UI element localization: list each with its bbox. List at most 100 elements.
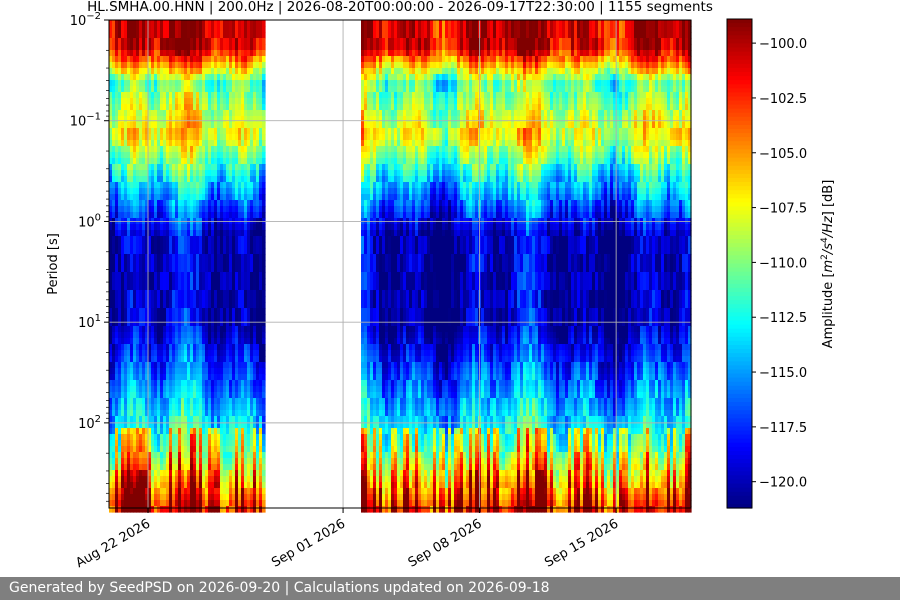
spectrogram-cell bbox=[112, 68, 116, 75]
spectrogram-cell bbox=[178, 380, 182, 387]
spectrogram-cell bbox=[184, 278, 188, 285]
spectrogram-cell bbox=[205, 182, 209, 189]
spectrogram-cell bbox=[145, 230, 149, 237]
spectrogram-cell bbox=[196, 236, 200, 243]
spectrogram-cell bbox=[115, 272, 119, 279]
spectrogram-cell bbox=[142, 38, 146, 45]
spectrogram-cell bbox=[115, 404, 119, 411]
spectrogram-cell bbox=[148, 344, 152, 351]
spectrogram-cell bbox=[112, 290, 116, 297]
spectrogram-cell bbox=[187, 260, 191, 267]
spectrogram-cell bbox=[223, 32, 227, 39]
spectrogram-cell bbox=[136, 44, 140, 51]
spectrogram-cell bbox=[124, 158, 128, 165]
spectrogram-cell bbox=[142, 50, 146, 57]
spectrogram-cell bbox=[184, 398, 188, 405]
spectrogram-cell bbox=[202, 32, 206, 39]
spectrogram-cell bbox=[196, 452, 200, 459]
spectrogram-cell bbox=[211, 272, 215, 279]
spectrogram-cell bbox=[214, 386, 218, 393]
spectrogram-cell bbox=[196, 116, 200, 123]
spectrogram-cell bbox=[184, 290, 188, 297]
spectrogram-cell bbox=[127, 452, 131, 459]
spectrogram-cell bbox=[178, 20, 182, 27]
spectrogram-cell bbox=[166, 506, 170, 513]
spectrogram-cell bbox=[151, 32, 155, 39]
spectrogram-cell bbox=[166, 194, 170, 201]
spectrogram-cell bbox=[187, 482, 191, 489]
spectrogram-cell bbox=[124, 422, 128, 429]
spectrogram-cell bbox=[112, 104, 116, 111]
spectrogram-cell bbox=[220, 158, 224, 165]
spectrogram-cell bbox=[196, 80, 200, 87]
spectrogram-cell bbox=[139, 428, 143, 435]
spectrogram-cell bbox=[172, 272, 176, 279]
spectrogram-cell bbox=[199, 134, 203, 141]
spectrogram-cell bbox=[151, 176, 155, 183]
spectrogram-cell bbox=[226, 500, 230, 507]
spectrogram-cell bbox=[217, 506, 221, 513]
spectrogram-cell bbox=[184, 266, 188, 273]
spectrogram-cell bbox=[130, 416, 134, 423]
spectrogram-cell bbox=[193, 500, 197, 507]
spectrogram-cell bbox=[184, 404, 188, 411]
spectrogram-cell bbox=[133, 26, 137, 33]
spectrogram-cell bbox=[109, 440, 113, 447]
spectrogram-cell bbox=[124, 146, 128, 153]
spectrogram-cell bbox=[148, 62, 152, 69]
spectrogram-cell bbox=[136, 272, 140, 279]
spectrogram-cell bbox=[214, 116, 218, 123]
spectrogram-cell bbox=[115, 20, 119, 27]
spectrogram-cell bbox=[217, 470, 221, 477]
spectrogram-cell bbox=[154, 146, 158, 153]
spectrogram-cell bbox=[133, 410, 137, 417]
spectrogram-cell bbox=[148, 212, 152, 219]
spectrogram-cell bbox=[220, 200, 224, 207]
spectrogram-cell bbox=[145, 50, 149, 57]
spectrogram-cell bbox=[229, 62, 233, 69]
spectrogram-cell bbox=[121, 356, 125, 363]
spectrogram-cell bbox=[193, 152, 197, 159]
spectrogram-cell bbox=[163, 98, 167, 105]
spectrogram-cell bbox=[217, 80, 221, 87]
spectrogram-cell bbox=[112, 224, 116, 231]
spectrogram-cell bbox=[157, 116, 161, 123]
spectrogram-cell bbox=[223, 416, 227, 423]
spectrogram-cell bbox=[229, 248, 233, 255]
spectrogram-cell bbox=[193, 410, 197, 417]
spectrogram-cell bbox=[202, 362, 206, 369]
spectrogram-cell bbox=[151, 194, 155, 201]
spectrogram-cell bbox=[109, 236, 113, 243]
spectrogram-cell bbox=[211, 458, 215, 465]
spectrogram-cell bbox=[229, 398, 233, 405]
spectrogram-cell bbox=[187, 320, 191, 327]
spectrogram-cell bbox=[205, 464, 209, 471]
spectrogram-cell bbox=[115, 254, 119, 261]
spectrogram-cell bbox=[211, 248, 215, 255]
spectrogram-cell bbox=[229, 74, 233, 81]
spectrogram-cell bbox=[160, 194, 164, 201]
spectrogram-cell bbox=[184, 464, 188, 471]
spectrogram-cell bbox=[175, 230, 179, 237]
spectrogram-cell bbox=[172, 482, 176, 489]
spectrogram-cell bbox=[121, 410, 125, 417]
spectrogram-cell bbox=[169, 170, 173, 177]
spectrogram-cell bbox=[205, 398, 209, 405]
spectrogram-cell bbox=[169, 332, 173, 339]
spectrogram-cell bbox=[112, 302, 116, 309]
spectrogram-cell bbox=[262, 206, 266, 213]
spectrogram-cell bbox=[262, 350, 266, 357]
spectrogram-cell bbox=[109, 314, 113, 321]
spectrogram-cell bbox=[169, 188, 173, 195]
spectrogram-cell bbox=[181, 260, 185, 267]
spectrogram-cell bbox=[133, 470, 137, 477]
spectrogram-cell bbox=[136, 314, 140, 321]
spectrogram-cell bbox=[169, 248, 173, 255]
spectrogram-cell bbox=[202, 260, 206, 267]
spectrogram-cell bbox=[202, 374, 206, 381]
spectrogram-cell bbox=[130, 452, 134, 459]
spectrogram-cell bbox=[262, 434, 266, 441]
spectrogram-cell bbox=[127, 128, 131, 135]
spectrogram-cell bbox=[187, 434, 191, 441]
spectrogram-cell bbox=[157, 266, 161, 273]
